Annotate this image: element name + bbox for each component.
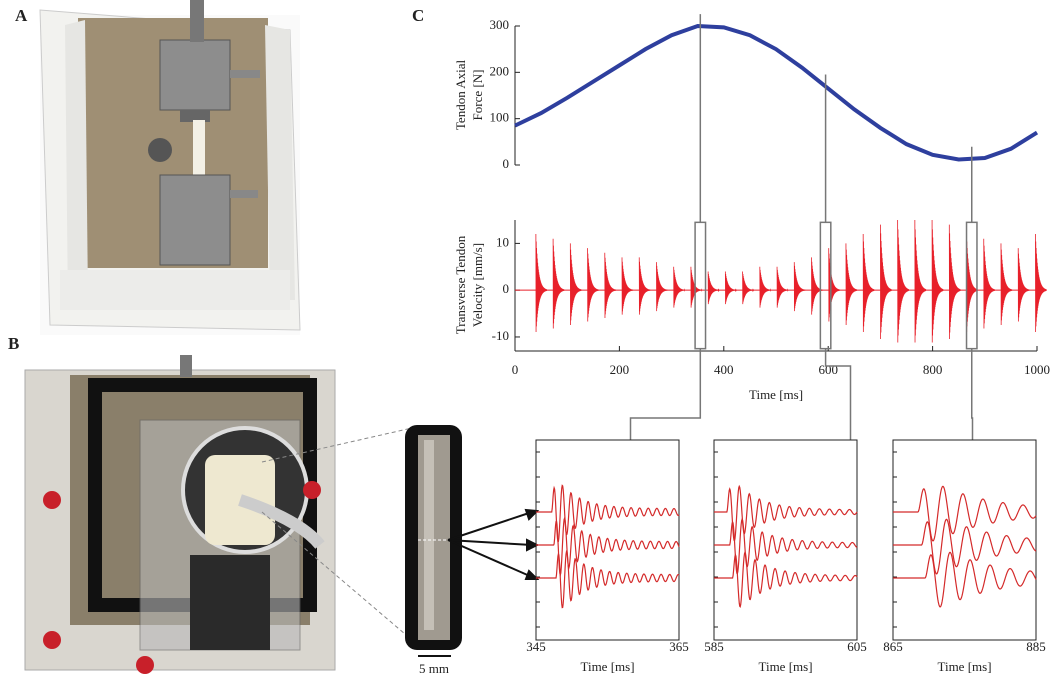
- velocity-burst: [776, 266, 789, 308]
- panel-label: C: [412, 6, 424, 25]
- x-tick-label: 605: [847, 639, 867, 654]
- velocity-burst: [707, 271, 720, 305]
- photo-a: [39, 0, 301, 335]
- wave-trace: [536, 550, 680, 609]
- y-tick-label: 100: [490, 110, 510, 125]
- y-axis-label: Force [N]: [470, 70, 485, 121]
- panel-label: A: [15, 6, 28, 25]
- velocity-burst: [931, 219, 944, 343]
- velocity-burst: [948, 224, 961, 339]
- x-tick-label: 600: [818, 362, 838, 377]
- velocity-burst: [966, 234, 978, 332]
- velocity-burst: [1000, 243, 1013, 326]
- panel-frame: [713, 439, 858, 641]
- y-axis-label: Transverse Tendon: [453, 235, 468, 334]
- x-tick-label: 865: [883, 639, 903, 654]
- wave-trace: [893, 518, 1037, 575]
- velocity-burst: [793, 262, 806, 312]
- y-axis-label: Tendon Axial: [453, 60, 468, 131]
- velocity-burst: [535, 234, 548, 332]
- x-axis-label: Time [ms]: [749, 387, 803, 402]
- velocity-burst: [742, 271, 754, 305]
- velocity-burst: [983, 238, 996, 329]
- velocity-burst: [673, 266, 686, 308]
- velocity-burst: [914, 219, 927, 343]
- velocity-burst: [862, 234, 875, 332]
- velocity-burst: [656, 262, 668, 312]
- x-axis-label: Time [ms]: [758, 659, 812, 674]
- panel-frame: [535, 439, 680, 641]
- velocity-burst: [759, 266, 772, 308]
- y-tick-label: 300: [490, 17, 510, 32]
- zoom-connector: [629, 348, 702, 440]
- x-tick-label: 1000: [1024, 362, 1050, 377]
- y-tick-label: 0: [503, 156, 510, 171]
- velocity-burst: [897, 219, 909, 343]
- x-tick-label: 800: [923, 362, 943, 377]
- velocity-burst: [690, 266, 703, 308]
- x-tick-label: 885: [1026, 639, 1046, 654]
- force-line: [514, 23, 1039, 162]
- velocity-burst: [724, 271, 737, 305]
- x-tick-label: 400: [714, 362, 734, 377]
- zoom-connector: [824, 348, 852, 440]
- panel-label: B: [8, 334, 19, 353]
- velocity-burst: [1017, 248, 1030, 322]
- x-axis-label: Time [ms]: [580, 659, 634, 674]
- velocity-burst: [569, 243, 582, 326]
- x-tick-label: 200: [610, 362, 630, 377]
- wave-trace: [893, 485, 1037, 542]
- scale-bar-label: 5 mm: [419, 661, 449, 676]
- y-tick-label: -10: [492, 328, 509, 343]
- velocity-burst: [552, 238, 565, 329]
- wave-trace: [714, 550, 858, 609]
- y-tick-label: 200: [490, 63, 510, 78]
- wave-trace: [536, 484, 680, 543]
- y-axis-label: Velocity [mm/s]: [470, 243, 485, 327]
- panel-frame: [892, 439, 1037, 641]
- ultrasound-image: [261, 425, 540, 657]
- zoom-connector: [971, 348, 974, 440]
- x-tick-label: 365: [669, 639, 689, 654]
- wave-trace: [893, 551, 1037, 608]
- wave-trace: [714, 517, 858, 576]
- velocity-burst: [845, 243, 858, 326]
- x-tick-label: 0: [512, 362, 519, 377]
- y-tick-label: 0: [503, 281, 510, 296]
- velocity-burst: [1035, 234, 1047, 332]
- wave-trace: [714, 484, 858, 543]
- velocity-burst: [604, 252, 617, 319]
- x-tick-label: 345: [526, 639, 546, 654]
- y-tick-label: 10: [496, 234, 509, 249]
- x-tick-label: 585: [704, 639, 724, 654]
- velocity-burst: [638, 257, 651, 315]
- velocity-burst: [587, 248, 599, 322]
- photo-b: [24, 355, 336, 674]
- zoom-window: [694, 221, 707, 350]
- x-axis-label: Time [ms]: [937, 659, 991, 674]
- velocity-burst: [880, 224, 892, 339]
- velocity-burst: [621, 257, 634, 315]
